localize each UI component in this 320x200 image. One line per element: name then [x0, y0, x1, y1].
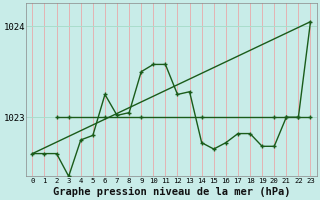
X-axis label: Graphe pression niveau de la mer (hPa): Graphe pression niveau de la mer (hPa) — [53, 186, 290, 197]
